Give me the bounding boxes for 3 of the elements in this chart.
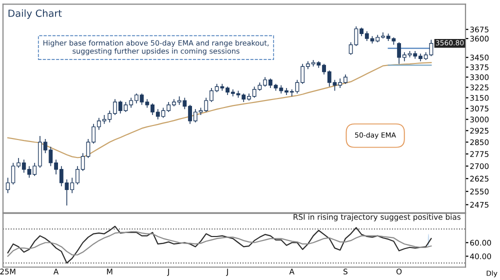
text: Daily Chart <box>8 9 62 19</box>
line-series <box>7 226 432 264</box>
line-series <box>7 231 432 257</box>
